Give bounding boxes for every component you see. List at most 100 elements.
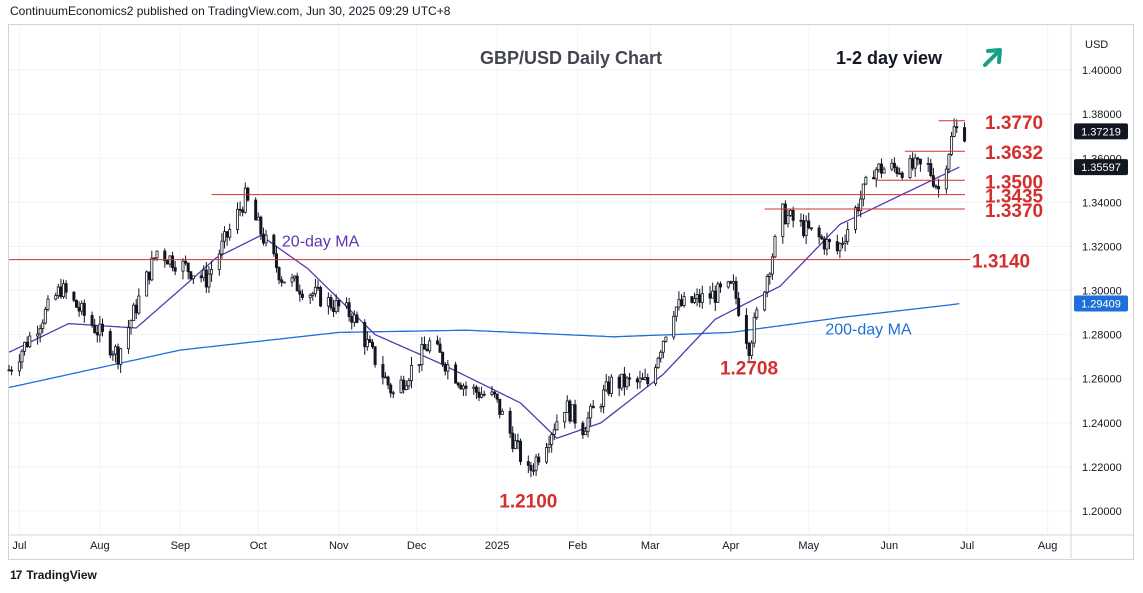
y-tick-label: 1.40000 (1082, 65, 1122, 77)
candle-body-up (365, 339, 369, 348)
candle-body-up (692, 298, 696, 303)
candle (41, 319, 45, 334)
candle (326, 292, 330, 315)
price-tag-label: 1.29409 (1081, 299, 1121, 311)
tradingview-logo[interactable]: 17 TradingView (10, 568, 97, 582)
candle (134, 298, 138, 320)
candle (441, 351, 445, 368)
candle (841, 237, 845, 249)
candle-body-down (204, 269, 208, 288)
candle (150, 250, 154, 282)
candle-body-down (438, 343, 442, 353)
candle-body-up (661, 340, 665, 353)
candles-layer (7, 118, 967, 478)
candle-body-up (480, 393, 484, 398)
candle (955, 119, 959, 133)
candle (264, 229, 268, 247)
candle (638, 370, 642, 389)
candle-body-up (674, 306, 678, 317)
candle-body-down (529, 465, 533, 471)
candle (36, 325, 40, 345)
candle-body-up (461, 385, 465, 390)
price-tag: 1.35597 (1074, 159, 1128, 176)
candle-body-down (713, 290, 717, 303)
candle-body-up (202, 269, 206, 279)
candle (241, 206, 245, 217)
candle-body-up (841, 242, 845, 245)
candle (7, 364, 11, 372)
candle (950, 131, 954, 157)
candle-body-up (334, 300, 338, 313)
candle-body-down (820, 236, 824, 240)
candle-body-down (108, 331, 112, 356)
candle (602, 384, 606, 414)
candle-body-down (835, 241, 839, 252)
candle (726, 280, 730, 289)
candle-body-down (617, 376, 621, 389)
candle (280, 276, 284, 287)
candle-body-down (734, 281, 738, 299)
candle-body-down (163, 250, 167, 262)
candle-body-up (609, 376, 613, 394)
candle (272, 233, 276, 257)
candle (620, 373, 624, 391)
level-label: 1.3632 (985, 143, 1043, 164)
candle-body-up (654, 367, 658, 385)
y-tick-label: 1.26000 (1082, 374, 1122, 386)
candle-body-up (391, 392, 395, 395)
candle (225, 231, 229, 246)
candle-body-down (628, 377, 632, 380)
candle-body-down (425, 348, 429, 352)
candle-body-down (25, 341, 29, 347)
view-label: 1-2 day view (836, 48, 943, 68)
chart-frame (8, 24, 1134, 560)
candle (454, 361, 458, 384)
candle-body-up (113, 346, 117, 355)
candle-body-down (298, 290, 302, 295)
candle (474, 384, 478, 400)
candle-body-up (926, 163, 930, 165)
candle-body-down (350, 316, 354, 323)
candle-body-down (937, 186, 941, 190)
candle (822, 236, 826, 255)
candle-body-up (550, 434, 554, 445)
candle-body-up (41, 322, 45, 329)
candle-body-down (493, 391, 497, 395)
candle-body-up (643, 377, 647, 380)
candle-body-down (477, 391, 481, 398)
candle (168, 255, 172, 268)
candle-body-up (877, 163, 881, 171)
candle (516, 433, 520, 450)
candle (825, 232, 829, 256)
candle-body-up (908, 158, 912, 178)
candle (417, 364, 421, 373)
candle (482, 390, 486, 397)
candle-body-down (911, 158, 915, 169)
candle (189, 271, 193, 281)
candle-body-down (802, 220, 806, 237)
candle-body-down (737, 298, 741, 316)
candle (672, 310, 676, 340)
candle (804, 215, 808, 245)
candle (581, 420, 585, 439)
x-tick-label: Jul (12, 540, 26, 552)
candle (926, 157, 930, 173)
candle-body-down (474, 386, 478, 393)
candle-body-down (581, 422, 585, 436)
candle-body-up (420, 344, 424, 365)
candle (223, 226, 227, 249)
candle (853, 205, 857, 234)
candle (293, 275, 297, 282)
candle-body-up (399, 379, 403, 394)
candle (604, 373, 608, 393)
candle (807, 212, 811, 230)
candle-body-up (56, 286, 60, 296)
candle (373, 346, 377, 368)
candle-body-up (256, 216, 260, 221)
candle-body-up (152, 257, 156, 260)
candle-body-down (918, 158, 922, 165)
candle (480, 386, 484, 399)
candle (599, 403, 603, 413)
candle-body-up (711, 290, 715, 299)
